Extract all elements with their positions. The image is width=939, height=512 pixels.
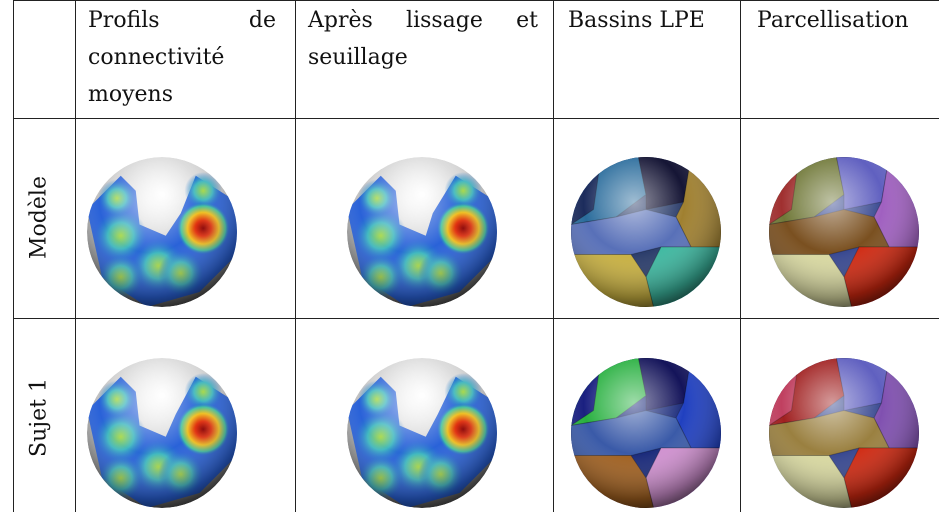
sphere bbox=[571, 157, 721, 307]
grid bbox=[13, 0, 939, 512]
sphere-shade bbox=[347, 157, 497, 307]
sphere bbox=[347, 157, 497, 307]
sphere-shade bbox=[769, 157, 919, 307]
header-cell: Après lissage et seuillage bbox=[308, 8, 538, 70]
sphere bbox=[571, 358, 721, 508]
row-label: Sujet 1 bbox=[26, 378, 52, 457]
header-cell: Bassins LPE bbox=[568, 8, 705, 33]
sphere bbox=[87, 358, 237, 508]
sphere bbox=[769, 358, 919, 508]
sphere-shade bbox=[87, 157, 237, 307]
sphere-shade bbox=[769, 358, 919, 508]
row-label: Modèle bbox=[26, 176, 52, 259]
header-cell: Profils de connectivité moyens bbox=[88, 8, 276, 107]
sphere-shade bbox=[571, 157, 721, 307]
sphere-shade bbox=[347, 358, 497, 508]
header-cell: Parcellisation bbox=[757, 8, 909, 33]
sphere bbox=[769, 157, 919, 307]
sphere-shade bbox=[87, 358, 237, 508]
sphere bbox=[347, 358, 497, 508]
sphere-shade bbox=[571, 358, 721, 508]
sphere bbox=[87, 157, 237, 307]
